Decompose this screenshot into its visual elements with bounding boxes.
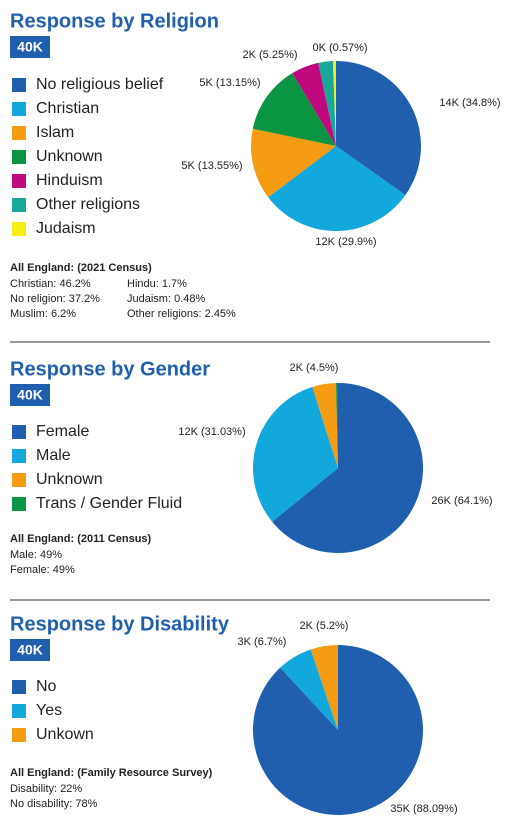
badge [10,639,50,661]
legend-label: Christian [36,100,99,117]
legend-label: Islam [36,124,74,141]
notes-line: Judaism: 0.48% [127,293,205,305]
legend-swatch [12,150,26,164]
legend-swatch [12,425,26,439]
legend-swatch [12,680,26,694]
notes-line: No religion: 37.2% [10,293,100,305]
pie-slice [280,649,338,730]
legend-label: Unknown [36,471,103,488]
notes-line: Other religions: 2.45% [127,308,236,320]
legend-label: No [36,678,57,695]
legend-label: Hinduism [36,172,103,189]
slice-label: 2K (4.5%) [290,362,339,374]
legend-swatch [12,102,26,116]
notes-line: Female: 49% [10,564,75,576]
legend-swatch [12,704,26,718]
slice-label: 0K (0.57%) [312,42,367,54]
pie-slice [268,146,406,231]
pie-slice [312,383,338,468]
badge-text: 40K [17,39,43,55]
legend-swatch [12,497,26,511]
slice-label: 2K (5.2%) [300,620,349,632]
slice-label: 35K (88.09%) [390,803,457,815]
pie-slice [332,61,336,146]
slice-label: 2K (5.25%) [242,49,297,61]
legend-swatch [12,449,26,463]
pie-slice [252,386,338,522]
pie-slice [336,61,421,196]
legend-label: Unkown [36,726,94,743]
notes-heading: All England: (2011 Census) [10,533,152,545]
legend-label: Judaism [36,220,96,237]
pie-slice [252,73,336,146]
legend-swatch [12,126,26,140]
slice-label: 14K (34.8%) [439,97,500,109]
pie-slice [310,645,338,730]
notes-heading: All England: (2021 Census) [10,262,152,274]
notes-line: Male: 49% [10,549,62,561]
section-title: Response by Religion [10,10,219,32]
legend-swatch [12,728,26,742]
pie-slice [336,383,338,468]
legend-label: Yes [36,702,62,719]
badge-text: 40K [17,387,43,403]
pie-slice [251,128,336,198]
legend-swatch [12,198,26,212]
notes-line: Hindu: 1.7% [127,278,187,290]
legend-label: Female [36,423,89,440]
notes-line: Christian: 46.2% [10,278,91,290]
slice-label: 12K (31.03%) [178,426,245,438]
legend-swatch [12,174,26,188]
pie-slice [272,383,423,553]
pie-slice [318,61,336,147]
slice-label: 3K (6.7%) [238,636,287,648]
legend-swatch [12,222,26,236]
badge [10,36,50,58]
slice-label: 5K (13.55%) [181,160,242,172]
legend-swatch [12,473,26,487]
pie-slice [292,62,336,146]
legend-label: Male [36,447,71,464]
slice-label: 5K (13.15%) [199,77,260,89]
slice-label: 26K (64.1%) [431,495,492,507]
badge [10,384,50,406]
legend-label: Unknown [36,148,103,165]
notes-line: Muslim: 6.2% [10,308,76,320]
badge-text: 40K [17,642,43,658]
notes-line: Disability: 22% [10,783,82,795]
legend-label: Other religions [36,196,140,213]
legend-label: No religious belief [36,76,164,93]
legend-swatch [12,78,26,92]
notes-line: No disability: 78% [10,798,98,810]
section-title: Response by Gender [10,358,210,380]
notes-heading: All England: (Family Resource Survey) [10,767,213,779]
section-title: Response by Disability [10,613,230,635]
slice-label: 12K (29.9%) [315,236,376,248]
legend-label: Trans / Gender Fluid [36,495,182,512]
